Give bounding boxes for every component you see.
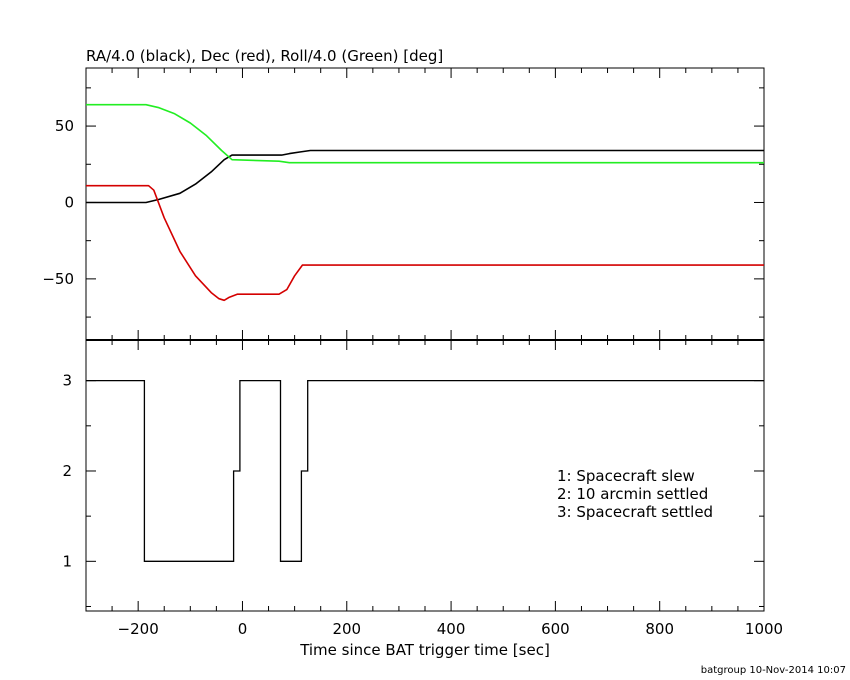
- dec-series-line: [86, 184, 764, 302]
- x-tick-label: 1000: [745, 620, 783, 638]
- top-panel-series: [86, 103, 764, 302]
- ra-series-line: [86, 149, 764, 204]
- y-tick-label: 2: [62, 462, 72, 480]
- x-axis-label: Time since BAT trigger time [sec]: [299, 641, 550, 659]
- legend-entry-settled: 3: Spacecraft settled: [557, 503, 713, 521]
- x-tick-label: 600: [541, 620, 570, 638]
- status-legend: 1: Spacecraft slew 2: 10 arcmin settled …: [557, 467, 713, 521]
- x-tick-label: 0: [238, 620, 248, 638]
- footer-credit: batgroup 10-Nov-2014 10:07: [701, 665, 846, 676]
- x-tick-label: 800: [645, 620, 674, 638]
- y-tick-label: 0: [64, 193, 74, 211]
- x-tick-label: −200: [118, 620, 159, 638]
- y-tick-label: −50: [42, 270, 74, 288]
- y-tick-label: 50: [55, 117, 74, 135]
- y-tick-label: 3: [62, 372, 72, 390]
- legend-entry-slew: 1: Spacecraft slew: [557, 467, 695, 485]
- bottom-panel-series: [86, 379, 764, 562]
- settle-status-step-line: [86, 379, 764, 562]
- top-panel-frame: [85, 67, 765, 341]
- top-panel-ticks: 50 0 −50: [42, 68, 765, 340]
- x-tick-label: 200: [332, 620, 361, 638]
- legend-entry-10-arcmin: 2: 10 arcmin settled: [557, 485, 708, 503]
- top-panel-title: RA/4.0 (black), Dec (red), Roll/4.0 (Gre…: [86, 47, 443, 65]
- roll-series-line: [86, 103, 764, 164]
- x-tick-label: 400: [437, 620, 466, 638]
- y-tick-label: 1: [62, 552, 72, 570]
- bottom-panel-ticks: 3 2 1 −200 0 200 400 600 800 1000: [62, 340, 783, 638]
